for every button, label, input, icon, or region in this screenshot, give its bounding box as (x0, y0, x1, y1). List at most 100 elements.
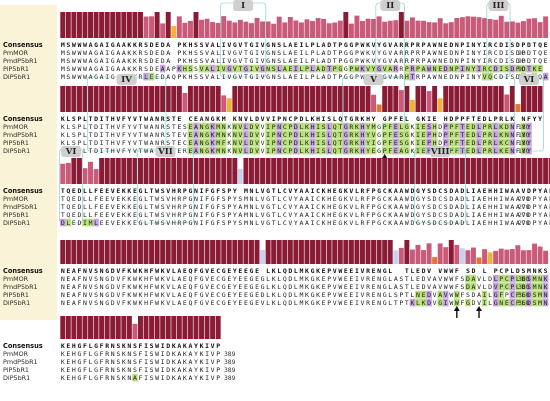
residue: A (177, 350, 181, 358)
residue: N (194, 211, 198, 219)
consensus-residue: E (433, 115, 437, 123)
motif-label-box (488, 0, 509, 11)
residue: M (538, 291, 542, 299)
consensus-residue: L (89, 342, 93, 350)
mismatch-highlight (220, 138, 227, 147)
residue: M (244, 211, 248, 219)
residue: A (150, 131, 154, 139)
residue: D (449, 211, 453, 219)
conservation-bar (149, 158, 155, 184)
residue: Y (127, 147, 131, 155)
residue: L (494, 275, 498, 283)
conservation-bar (471, 86, 476, 112)
consensus-residue: A (394, 41, 398, 49)
residue: L (327, 147, 331, 155)
residue: L (277, 291, 281, 299)
conservation-bar (76, 86, 82, 112)
residue: V (438, 283, 442, 291)
conservation-bar (110, 86, 116, 112)
residue: M (61, 57, 65, 65)
conservation-bar (343, 12, 349, 38)
mismatch-highlight (448, 146, 455, 155)
residue: S (144, 49, 148, 57)
consensus-residue: W (155, 187, 159, 195)
residue: P (521, 49, 525, 57)
residue: R (349, 123, 353, 131)
residue: I (144, 366, 148, 374)
consensus-residue: Y (422, 187, 426, 195)
residue: W (83, 73, 87, 81)
residue: L (327, 139, 331, 147)
consensus-residue: K (183, 342, 187, 350)
residue: V (261, 195, 265, 203)
residue: Q (283, 299, 287, 307)
residue: V (361, 275, 365, 283)
residue: L (483, 283, 487, 291)
consensus-residue: V (427, 267, 431, 275)
mismatch-highlight (315, 122, 321, 131)
conservation-bar (99, 240, 105, 264)
conservation-bar (482, 249, 488, 264)
residue: N (127, 366, 131, 374)
residue: T (238, 65, 242, 73)
residue: G (188, 195, 192, 203)
consensus-residue: M (299, 267, 303, 275)
conservation-bar (421, 86, 426, 112)
residue: N (544, 291, 548, 299)
consensus-residue: R (361, 187, 365, 195)
mismatch-highlight (331, 122, 338, 131)
mismatch-highlight (498, 274, 504, 283)
consensus-residue: V (111, 187, 115, 195)
mismatch-highlight (254, 122, 260, 131)
consensus-residue: G (200, 267, 204, 275)
residue: T (338, 139, 342, 147)
conservation-bar (104, 240, 110, 264)
residue: L (94, 219, 98, 227)
conservation-bar (409, 249, 415, 264)
residue: K (305, 131, 309, 139)
residue: W (155, 350, 159, 358)
residue: A (188, 366, 192, 374)
residue: K (410, 131, 414, 139)
conservation-bar (237, 19, 243, 38)
consensus-residue: V (261, 187, 265, 195)
mismatch-highlight (509, 130, 516, 139)
residue: W (83, 57, 87, 65)
residue: R (161, 139, 165, 147)
residue: V (116, 123, 120, 131)
conservation-bar (121, 86, 127, 112)
residue: P (510, 283, 514, 291)
mismatch-highlight (304, 146, 310, 155)
residue: S (133, 350, 137, 358)
residue: E (66, 366, 70, 374)
residue: E (444, 57, 448, 65)
mismatch-highlight (193, 146, 199, 155)
residue: V (89, 291, 93, 299)
residue: P (449, 139, 453, 147)
residue: G (77, 358, 81, 366)
mismatch-highlight (442, 298, 449, 307)
residue: G (77, 374, 81, 382)
residue: K (200, 358, 204, 366)
consensus-residue: Y (294, 187, 298, 195)
residue: T (105, 123, 109, 131)
residue: F (222, 139, 226, 147)
conservation-bar (204, 158, 210, 184)
residue: N (510, 123, 514, 131)
mismatch-highlight (381, 138, 388, 147)
conservation-bar (60, 240, 66, 264)
mismatch-highlight (293, 138, 299, 147)
residue: G (349, 49, 353, 57)
consensus-residue: D (77, 187, 81, 195)
mismatch-highlight (381, 146, 388, 155)
residue: H (172, 219, 176, 227)
residue: F (150, 299, 154, 307)
residue: F (83, 350, 87, 358)
residue: A (177, 358, 181, 366)
residue: G (377, 203, 381, 211)
residue: G (250, 49, 254, 57)
mismatch-highlight (504, 146, 510, 155)
residue: F (388, 123, 392, 131)
consensus-residue: K (311, 115, 315, 123)
motif-label: III (492, 1, 504, 11)
